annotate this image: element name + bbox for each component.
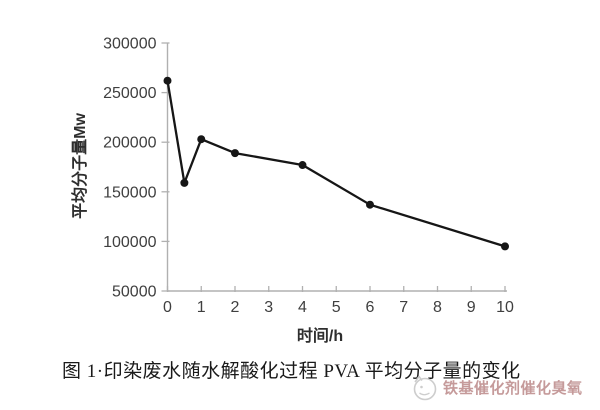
data-point bbox=[163, 76, 172, 85]
x-tick-label: 0 bbox=[163, 299, 172, 316]
x-tick-label: 7 bbox=[399, 299, 408, 316]
x-tick-label: 8 bbox=[433, 299, 442, 316]
x-axis-title: 时间/h bbox=[297, 326, 343, 345]
data-points bbox=[163, 76, 509, 251]
x-tick-label: 2 bbox=[231, 299, 240, 316]
line-chart: 50000 100000 150000 200000 250000 300000 0 1 2 3 4… bbox=[70, 36, 514, 346]
data-point bbox=[231, 149, 239, 158]
y-tick-label: 100000 bbox=[103, 234, 156, 251]
x-tick-label: 4 bbox=[298, 299, 307, 316]
data-point bbox=[298, 161, 307, 170]
x-tick-label: 5 bbox=[332, 299, 341, 316]
y-tick-labels: 50000 100000 150000 200000 250000 300000 bbox=[103, 36, 170, 301]
data-point bbox=[501, 242, 509, 251]
x-tick-label: 3 bbox=[264, 299, 273, 316]
x-tick-label: 10 bbox=[496, 299, 514, 316]
x-tick-label: 1 bbox=[197, 299, 206, 316]
data-point bbox=[366, 200, 374, 209]
data-point bbox=[197, 135, 206, 144]
x-tick-labels: 0 1 2 3 4 5 6 7 8 9 10 bbox=[163, 286, 514, 316]
y-tick-label: 300000 bbox=[103, 36, 156, 53]
y-axis-title: 平均分子量Mw bbox=[70, 113, 89, 219]
x-tick-label: 9 bbox=[467, 299, 476, 316]
axes bbox=[166, 43, 507, 292]
data-point bbox=[180, 178, 189, 187]
y-tick-label: 50000 bbox=[112, 284, 157, 301]
y-tick-label: 150000 bbox=[103, 184, 156, 201]
y-tick-label: 200000 bbox=[103, 135, 156, 152]
y-tick-label: 250000 bbox=[103, 85, 156, 102]
data-line bbox=[166, 80, 506, 248]
figure-caption: 图 1·印染废水随水解酸化过程 PVA 平均分子量的变化 bbox=[62, 361, 521, 382]
x-tick-label: 6 bbox=[366, 299, 375, 316]
